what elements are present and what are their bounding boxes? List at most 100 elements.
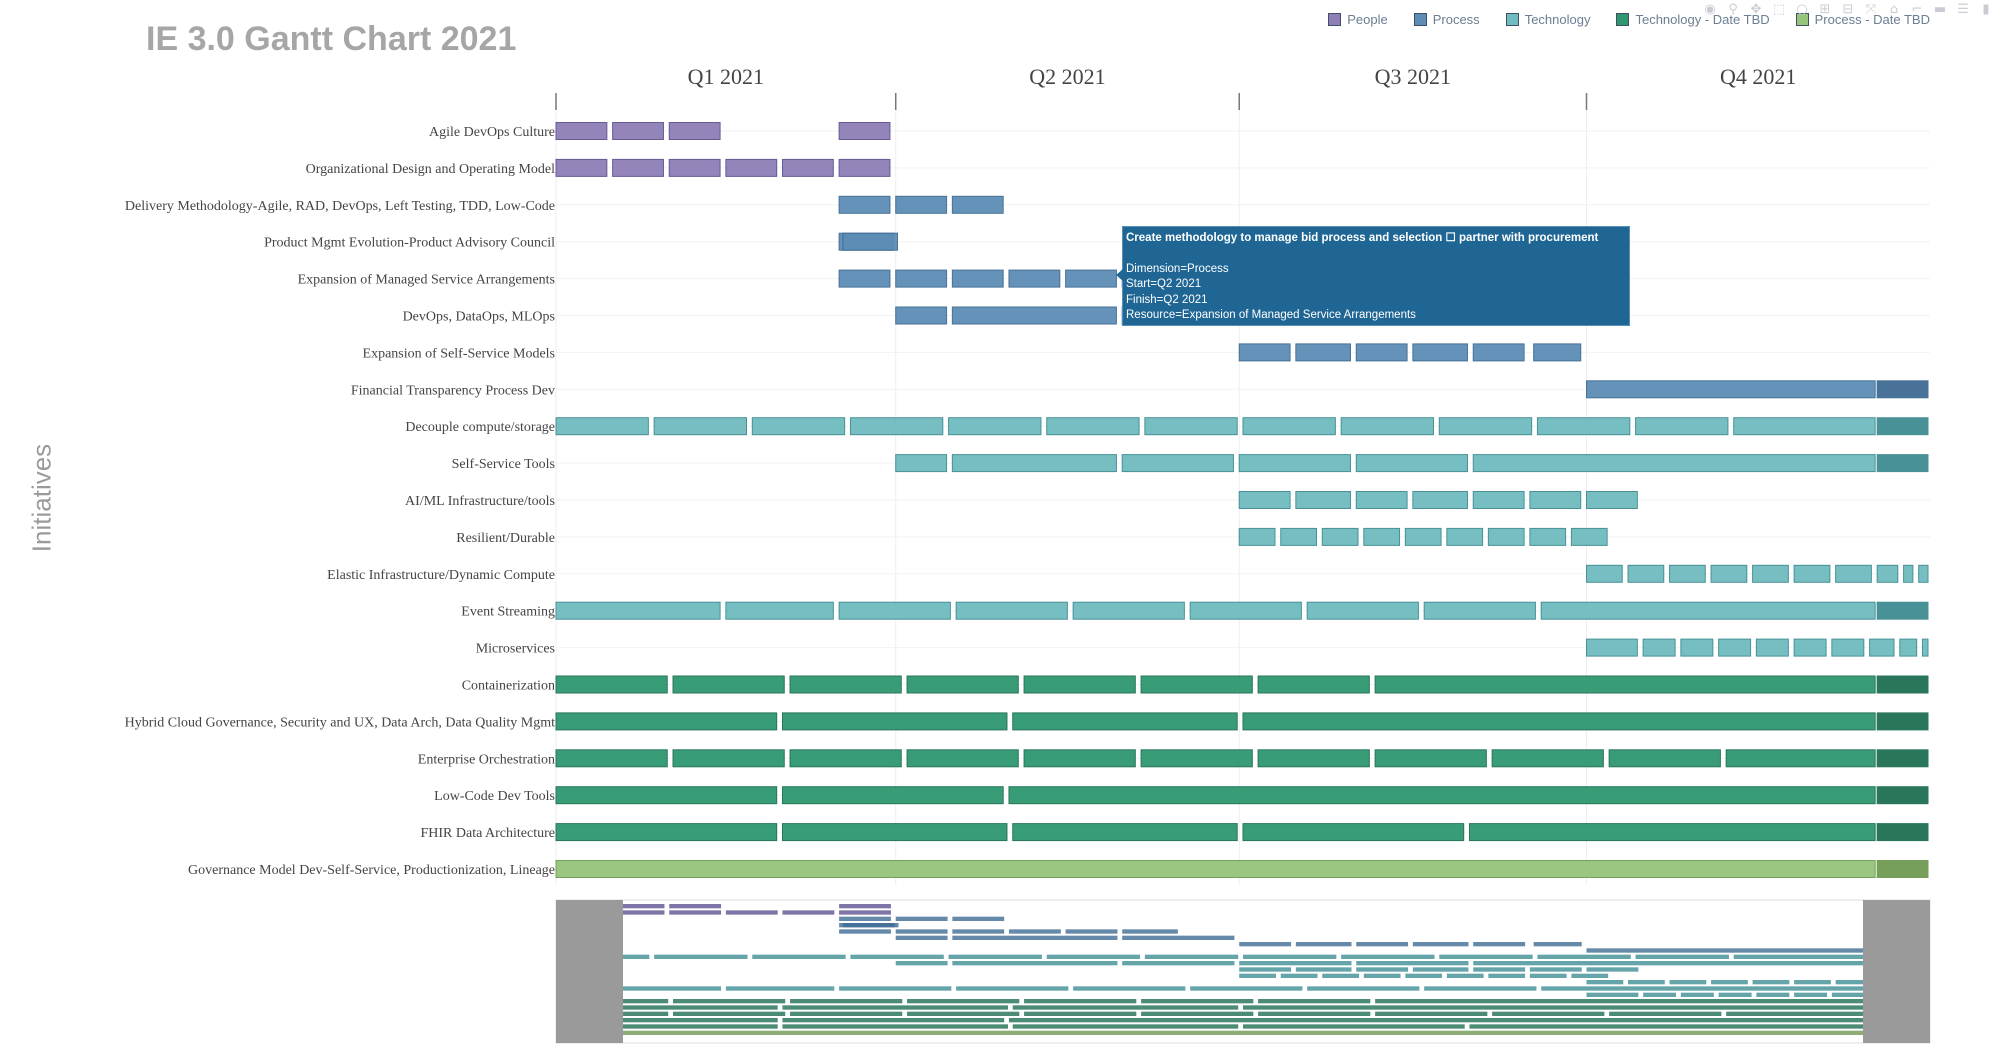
gantt-bar[interactable] <box>951 195 1004 214</box>
autoscale-icon[interactable]: ⤧ <box>1865 2 1877 17</box>
gantt-bar[interactable] <box>951 269 1004 288</box>
gantt-bar[interactable] <box>781 823 1008 842</box>
camera-icon[interactable]: ◉ <box>1704 2 1716 17</box>
gantt-bar[interactable] <box>1876 675 1929 694</box>
gantt-bar[interactable] <box>1238 491 1291 509</box>
gantt-bar[interactable] <box>1869 638 1895 657</box>
gantt-bar[interactable] <box>1491 749 1604 768</box>
gantt-bar[interactable] <box>1529 491 1582 509</box>
gantt-bar[interactable] <box>849 417 944 436</box>
range-slider-right-mask[interactable] <box>1863 900 1930 1043</box>
gantt-bar[interactable] <box>1918 564 1929 583</box>
gantt-bar[interactable] <box>906 675 1019 694</box>
gantt-bar[interactable] <box>1627 564 1665 583</box>
gantt-bar[interactable] <box>1586 380 1876 399</box>
gantt-bar[interactable] <box>1374 675 1876 694</box>
gantt-bar[interactable] <box>1752 564 1789 583</box>
gantt-bar[interactable] <box>781 712 1008 731</box>
gantt-bar[interactable] <box>725 158 778 177</box>
gantt-bar[interactable] <box>789 749 902 768</box>
gantt-bar[interactable] <box>895 306 948 325</box>
gantt-bar[interactable] <box>1876 749 1929 768</box>
gantt-bar[interactable] <box>1144 417 1238 436</box>
gantt-bar[interactable] <box>555 417 649 436</box>
gantt-bar[interactable] <box>1529 527 1567 546</box>
gantt-bar[interactable] <box>1404 527 1442 546</box>
gantt-bar[interactable] <box>1242 712 1876 731</box>
gantt-bar[interactable] <box>1355 454 1468 473</box>
gantt-bar[interactable] <box>1876 860 1929 878</box>
gantt-bar[interactable] <box>1876 417 1929 436</box>
gantt-bar[interactable] <box>1046 417 1140 436</box>
gantt-bar[interactable] <box>1899 638 1918 657</box>
gantt-bar[interactable] <box>838 122 891 140</box>
gantt-bar[interactable] <box>1876 564 1899 583</box>
gantt-bar[interactable] <box>1306 601 1419 620</box>
gantt-bar[interactable] <box>555 823 778 842</box>
legend-item[interactable]: Process <box>1413 12 1480 27</box>
gantt-bar[interactable] <box>1536 417 1631 436</box>
gantt-bar[interactable] <box>672 675 785 694</box>
gantt-bar[interactable] <box>1412 491 1468 509</box>
gantt-bar[interactable] <box>668 122 721 140</box>
gantt-bar[interactable] <box>1423 601 1536 620</box>
gantt-bar[interactable] <box>1487 527 1525 546</box>
gantt-bar[interactable] <box>895 269 948 288</box>
gantt-bar[interactable] <box>895 195 948 214</box>
gantt-bar[interactable] <box>1340 417 1435 436</box>
gantt-bar[interactable] <box>1472 491 1525 509</box>
gantt-bar[interactable] <box>1533 343 1582 362</box>
gantt-bar[interactable] <box>1295 491 1351 509</box>
gantt-bar[interactable] <box>1680 638 1714 657</box>
gantt-bar[interactable] <box>1835 564 1872 583</box>
hover-compare-icon[interactable]: ☰ <box>1957 2 1969 17</box>
gantt-bar[interactable] <box>1008 786 1876 805</box>
gantt-bar[interactable] <box>838 158 891 177</box>
gantt-bar[interactable] <box>1725 749 1876 768</box>
gantt-bar[interactable] <box>1280 527 1317 546</box>
gantt-bar[interactable] <box>1140 675 1253 694</box>
gantt-bar[interactable] <box>1257 675 1370 694</box>
gantt-bar[interactable] <box>1876 601 1929 620</box>
gantt-bar[interactable] <box>1472 454 1876 473</box>
gantt-bar[interactable] <box>1023 749 1136 768</box>
gantt-bar[interactable] <box>1238 527 1276 546</box>
gantt-bar[interactable] <box>1023 675 1136 694</box>
gantt-bar[interactable] <box>1635 417 1729 436</box>
gantt-bar[interactable] <box>1718 638 1752 657</box>
gantt-bar[interactable] <box>948 417 1042 436</box>
gantt-bar[interactable] <box>1755 638 1789 657</box>
gantt-bar[interactable] <box>1012 823 1238 842</box>
gantt-bar[interactable] <box>1876 454 1929 473</box>
gantt-bar[interactable] <box>668 158 721 177</box>
gantt-bar[interactable] <box>1012 712 1238 731</box>
gantt-bar[interactable] <box>612 158 664 177</box>
gantt-bar[interactable] <box>1242 417 1336 436</box>
gantt-bar[interactable] <box>555 675 668 694</box>
gantt-bar[interactable] <box>612 122 664 140</box>
gantt-bar[interactable] <box>1412 343 1468 362</box>
legend-item[interactable]: Technology - Date TBD <box>1616 12 1770 27</box>
gantt-bar[interactable] <box>1121 454 1234 473</box>
gantt-bar[interactable] <box>781 786 1004 805</box>
gantt-bar[interactable] <box>838 269 891 288</box>
gantt-bar[interactable] <box>1065 269 1117 288</box>
box-select-icon[interactable]: ⬚ <box>1772 2 1786 17</box>
zoom-out-icon[interactable]: ⊟ <box>1842 2 1854 17</box>
gantt-bar[interactable] <box>1669 564 1706 583</box>
gantt-bar[interactable] <box>555 860 1876 878</box>
gantt-bar[interactable] <box>1876 823 1929 842</box>
gantt-bar[interactable] <box>955 601 1068 620</box>
gantt-bar[interactable] <box>555 786 778 805</box>
gantt-bar[interactable] <box>1586 638 1638 657</box>
gantt-bar[interactable] <box>653 417 748 436</box>
plotly-logo-icon[interactable]: ▮ <box>1982 2 1990 17</box>
home-icon[interactable]: ⌂ <box>1889 2 1899 17</box>
gantt-bar[interactable] <box>1831 638 1865 657</box>
gantt-bar[interactable] <box>1295 343 1351 362</box>
zoom-in-icon[interactable]: ⊞ <box>1819 2 1831 17</box>
gantt-bar[interactable] <box>1355 491 1408 509</box>
gantt-bar[interactable] <box>838 601 951 620</box>
gantt-bar[interactable] <box>1374 749 1487 768</box>
pan-icon[interactable]: ✥ <box>1750 2 1762 17</box>
